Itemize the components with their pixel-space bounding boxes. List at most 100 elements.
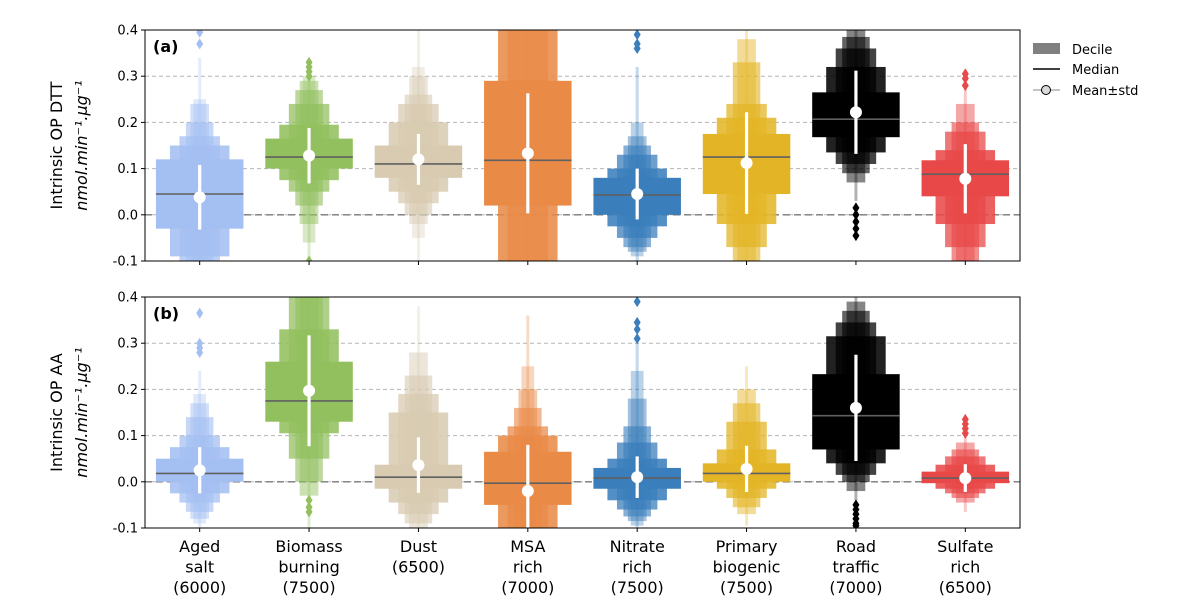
category-label-line: rich	[950, 558, 980, 577]
y-axis-label: Intrinsic OP AA	[47, 353, 66, 472]
outlier-point	[305, 56, 313, 68]
category-label-line: rich	[513, 558, 543, 577]
outlier-point	[633, 323, 641, 335]
y-tick-label: 0.0	[117, 208, 138, 223]
boxen-sulfate	[921, 68, 1010, 261]
boxen-nitrate	[593, 297, 681, 528]
category-label-line: burning	[278, 558, 339, 577]
y-axis-label: Intrinsic OP DTT	[47, 81, 66, 209]
category-label-line: (7500)	[282, 578, 335, 597]
legend: Decile Median Mean±std	[1033, 43, 1138, 99]
mean-marker	[412, 459, 425, 472]
boxen-biomass	[265, 56, 353, 261]
y-tick-label: 0.1	[117, 162, 138, 177]
outlier-point	[961, 79, 969, 91]
mean-marker	[521, 147, 534, 160]
category-label-line: Primary	[716, 537, 778, 556]
outlier-point	[852, 209, 860, 221]
outlier-point	[961, 68, 969, 80]
category-label-line: salt	[185, 558, 214, 577]
category-label-line: (6500)	[939, 578, 992, 597]
category-label-line: (7000)	[829, 578, 882, 597]
category-label: Road traffic (7000)	[829, 537, 882, 597]
category-label-line: Nitrate	[610, 537, 665, 556]
panel-label: (b)	[153, 304, 179, 323]
outlier-point	[196, 30, 204, 38]
boxen-primary	[702, 366, 791, 526]
panel-label: (a)	[153, 37, 178, 56]
y-axis-unit: nmol.min⁻¹.μg⁻¹	[72, 347, 91, 477]
boxen-road	[812, 30, 900, 242]
y-tick-label: -0.1	[113, 522, 138, 537]
panels: 0.4 0.3 0.2 0.1 0.0 -0.1 (a) Intrinsic OP DTT nm…	[47, 24, 1021, 537]
legend-decile-swatch	[1033, 43, 1060, 54]
plot-frame	[144, 296, 1021, 529]
category-label-line: (7500)	[720, 578, 773, 597]
outlier-point	[305, 255, 313, 261]
legend-median-label: Median	[1072, 63, 1119, 78]
data-layer	[155, 30, 1010, 261]
outlier-point	[196, 307, 204, 319]
mean-marker	[303, 384, 316, 397]
outlier-point	[633, 38, 641, 50]
boxen-msa	[484, 315, 572, 528]
mean-marker	[193, 464, 206, 477]
outlier-point	[196, 337, 204, 349]
outlier-point	[852, 520, 860, 528]
category-label-line: (7500)	[611, 578, 664, 597]
y-tick-label: 0.1	[117, 429, 138, 444]
category-label-line: Biomass	[275, 537, 342, 556]
category-label-line: Aged	[179, 537, 220, 556]
mean-marker	[740, 157, 753, 170]
category-label: MSA rich (7000)	[501, 537, 554, 597]
boxen-primary	[702, 30, 791, 261]
outlier-point	[633, 333, 641, 345]
mean-marker	[740, 462, 753, 475]
category-label-line: Dust	[400, 537, 437, 556]
category-label-line: traffic	[832, 558, 879, 577]
legend-meanstd-label: Mean±std	[1072, 84, 1138, 99]
y-tick-label: 0.3	[117, 70, 138, 85]
mean-marker	[849, 401, 862, 414]
mean-marker	[193, 191, 206, 204]
boxen-dust	[374, 30, 463, 261]
category-label: Sulfate rich (6500)	[937, 537, 993, 597]
category-label-line: (6000)	[173, 578, 226, 597]
outlier-point	[852, 223, 860, 235]
outlier-point	[633, 316, 641, 328]
category-label: Nitrate rich (7500)	[610, 537, 665, 597]
boxen-nitrate	[593, 30, 681, 261]
outlier-point	[305, 506, 313, 518]
category-label-line: MSA	[510, 537, 545, 556]
legend-decile-label: Decile	[1072, 43, 1112, 58]
boxen-sulfate	[921, 413, 1010, 512]
category-label: Aged salt (6000)	[173, 537, 226, 597]
category-label-line: (6500)	[392, 558, 445, 577]
mean-marker	[303, 149, 316, 162]
mean-marker	[959, 472, 972, 485]
category-label-line: rich	[622, 558, 652, 577]
category-label-line: Sulfate	[937, 537, 993, 556]
outlier-point	[196, 38, 204, 50]
plot-frame	[144, 29, 1021, 262]
boxen-aged	[155, 307, 244, 528]
category-label-line: biogenic	[713, 558, 781, 577]
mean-marker	[412, 153, 425, 166]
mean-marker	[521, 485, 534, 498]
y-axis-unit: nmol.min⁻¹.μg⁻¹	[72, 80, 91, 210]
legend-meanstd-marker	[1041, 85, 1051, 95]
outlier-point	[633, 297, 641, 308]
mean-marker	[849, 106, 862, 119]
category-label-line: Road	[836, 537, 876, 556]
y-tick-label: 0.2	[117, 383, 138, 398]
boxen-aged	[155, 30, 244, 261]
category-label: Dust (6500)	[392, 537, 445, 577]
outlier-point	[852, 202, 860, 214]
outlier-point	[305, 494, 313, 506]
mean-marker	[959, 172, 972, 185]
outlier-point	[633, 30, 641, 41]
boxen-msa	[484, 30, 572, 261]
outlier-point	[961, 413, 969, 425]
panel-a: 0.4 0.3 0.2 0.1 0.0 -0.1 (a) Intrinsic OP DTT nm…	[47, 24, 1021, 270]
